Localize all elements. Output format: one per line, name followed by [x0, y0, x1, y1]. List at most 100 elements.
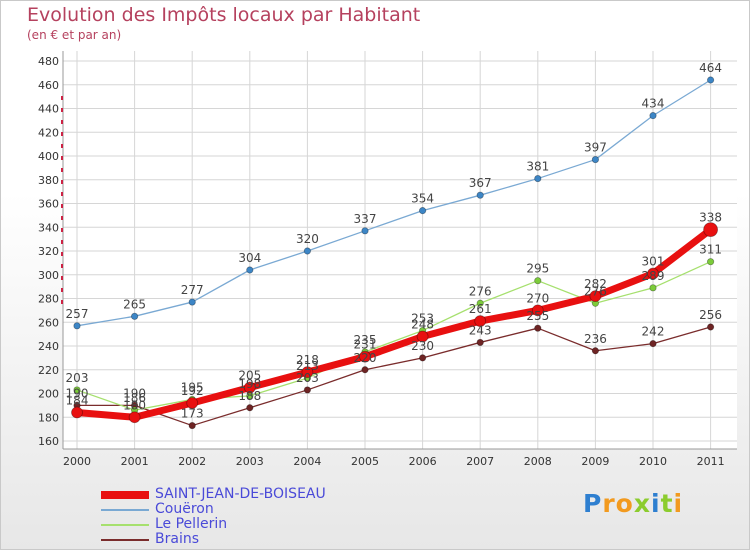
- logo-letter: o: [615, 489, 634, 518]
- data-label-cou-ron: 381: [526, 160, 549, 174]
- x-tick-label: 2006: [409, 455, 437, 468]
- series-line-brains: [76, 326, 712, 427]
- data-point-cou-ron: [303, 247, 311, 255]
- data-label-saint-jean-de-boiseau: 205: [238, 369, 261, 383]
- data-label-le-pellerin: 276: [584, 284, 607, 298]
- data-point-saint-jean-de-boiseau: [128, 411, 141, 424]
- x-tick-label: 2008: [524, 455, 552, 468]
- data-point-cou-ron: [534, 174, 542, 183]
- data-label-le-pellerin: 213: [296, 359, 319, 373]
- data-point-saint-jean-de-boiseau: [243, 381, 256, 394]
- x-tick-label: 2002: [178, 455, 206, 468]
- series-line-le-pellerin: [76, 261, 712, 411]
- legend-item-coueron: Couëron: [101, 502, 326, 517]
- data-label-le-pellerin: 295: [526, 262, 549, 276]
- x-tick-label: 2005: [351, 455, 379, 468]
- legend-swatch: [101, 490, 149, 499]
- data-point-saint-jean-de-boiseau: [474, 315, 487, 327]
- data-point-cou-ron: [649, 112, 657, 120]
- data-label-brains: 236: [584, 332, 607, 346]
- data-point-cou-ron: [591, 155, 600, 164]
- data-label-cou-ron: 265: [123, 297, 146, 311]
- data-label-brains: 243: [469, 323, 492, 337]
- y-tick-label: 260: [38, 316, 59, 329]
- y-tick-label: 240: [38, 340, 59, 353]
- data-point-brains: [534, 324, 542, 332]
- y-tick-label: 400: [38, 150, 59, 163]
- legend-swatch: [101, 523, 149, 526]
- data-label-brains: 242: [642, 325, 665, 339]
- y-tick-label: 220: [38, 364, 59, 377]
- data-label-brains: 230: [411, 339, 434, 353]
- x-tick-label: 2010: [639, 455, 667, 468]
- data-point-brains: [649, 340, 657, 348]
- plot-area: [63, 51, 737, 449]
- x-tick-label: 2009: [581, 455, 609, 468]
- data-point-cou-ron: [246, 266, 254, 274]
- logo-letter: t: [660, 489, 674, 518]
- data-point-le-pellerin: [73, 386, 81, 394]
- data-point-cou-ron: [418, 207, 427, 215]
- data-label-saint-jean-de-boiseau: 301: [642, 255, 665, 269]
- data-label-cou-ron: 367: [469, 176, 492, 190]
- chart-title: Evolution des Impôts locaux par Habitant: [27, 4, 421, 26]
- data-point-saint-jean-de-boiseau: [647, 267, 659, 280]
- data-point-brains: [188, 421, 196, 430]
- y-tick-label: 180: [38, 411, 59, 424]
- x-tick-label: 2011: [697, 455, 725, 468]
- data-label-saint-jean-de-boiseau: 184: [66, 394, 89, 408]
- legend-label: Le Pellerin: [155, 516, 228, 532]
- y-tick-label: 420: [38, 126, 59, 139]
- data-point-le-pellerin: [534, 277, 542, 285]
- data-label-saint-jean-de-boiseau: 192: [181, 384, 204, 398]
- y-tick-label: 460: [38, 79, 59, 92]
- logo-letter: x: [633, 489, 651, 518]
- logo-letter: i: [651, 489, 661, 518]
- legend-label: Brains: [155, 531, 199, 547]
- data-label-le-pellerin: 235: [354, 333, 377, 347]
- data-label-cou-ron: 277: [181, 283, 204, 297]
- x-tick-label: 2001: [121, 455, 149, 468]
- data-label-saint-jean-de-boiseau: 261: [469, 302, 492, 316]
- y-tick-label: 160: [38, 435, 59, 448]
- data-point-cou-ron: [131, 312, 139, 320]
- data-point-le-pellerin: [476, 299, 484, 307]
- y-tick-label: 360: [38, 198, 59, 211]
- data-point-brains: [476, 338, 484, 347]
- data-label-le-pellerin: 186: [123, 391, 146, 405]
- legend-item-le-pellerin: Le Pellerin: [101, 517, 326, 532]
- data-label-cou-ron: 464: [699, 61, 722, 75]
- x-tick-label: 2003: [236, 455, 264, 468]
- data-label-le-pellerin: 195: [181, 380, 204, 394]
- legend-label: Couëron: [155, 501, 214, 517]
- data-point-le-pellerin: [706, 258, 715, 266]
- data-label-le-pellerin: 203: [66, 371, 89, 385]
- data-point-cou-ron: [73, 322, 81, 330]
- data-point-saint-jean-de-boiseau: [416, 330, 429, 343]
- data-point-cou-ron: [476, 191, 484, 199]
- data-point-saint-jean-de-boiseau: [186, 397, 199, 409]
- data-label-brains: 188: [238, 389, 261, 403]
- data-label-brains: 190: [123, 386, 146, 400]
- data-label-brains: 173: [181, 407, 204, 421]
- legend-item-saint-jean-de-boiseau: SAINT-JEAN-DE-BOISEAU: [101, 487, 326, 502]
- data-point-saint-jean-de-boiseau: [301, 366, 314, 379]
- y-tick-label: 320: [38, 245, 59, 258]
- data-label-brains: 220: [354, 351, 377, 365]
- data-point-brains: [303, 386, 311, 394]
- data-label-le-pellerin: 198: [238, 377, 261, 391]
- data-label-saint-jean-de-boiseau: 231: [354, 338, 377, 352]
- data-point-saint-jean-de-boiseau: [703, 222, 718, 238]
- y-tick-label: 280: [38, 293, 59, 306]
- logo-letter: r: [602, 489, 616, 518]
- data-label-le-pellerin: 276: [469, 284, 492, 298]
- data-label-brains: 255: [526, 309, 549, 323]
- data-label-cou-ron: 337: [354, 212, 377, 226]
- data-point-cou-ron: [706, 76, 715, 84]
- x-tick-label: 2007: [466, 455, 494, 468]
- data-point-saint-jean-de-boiseau: [531, 304, 544, 317]
- data-label-brains: 203: [296, 371, 319, 385]
- data-point-cou-ron: [361, 227, 369, 235]
- x-tick-label: 2000: [63, 455, 91, 468]
